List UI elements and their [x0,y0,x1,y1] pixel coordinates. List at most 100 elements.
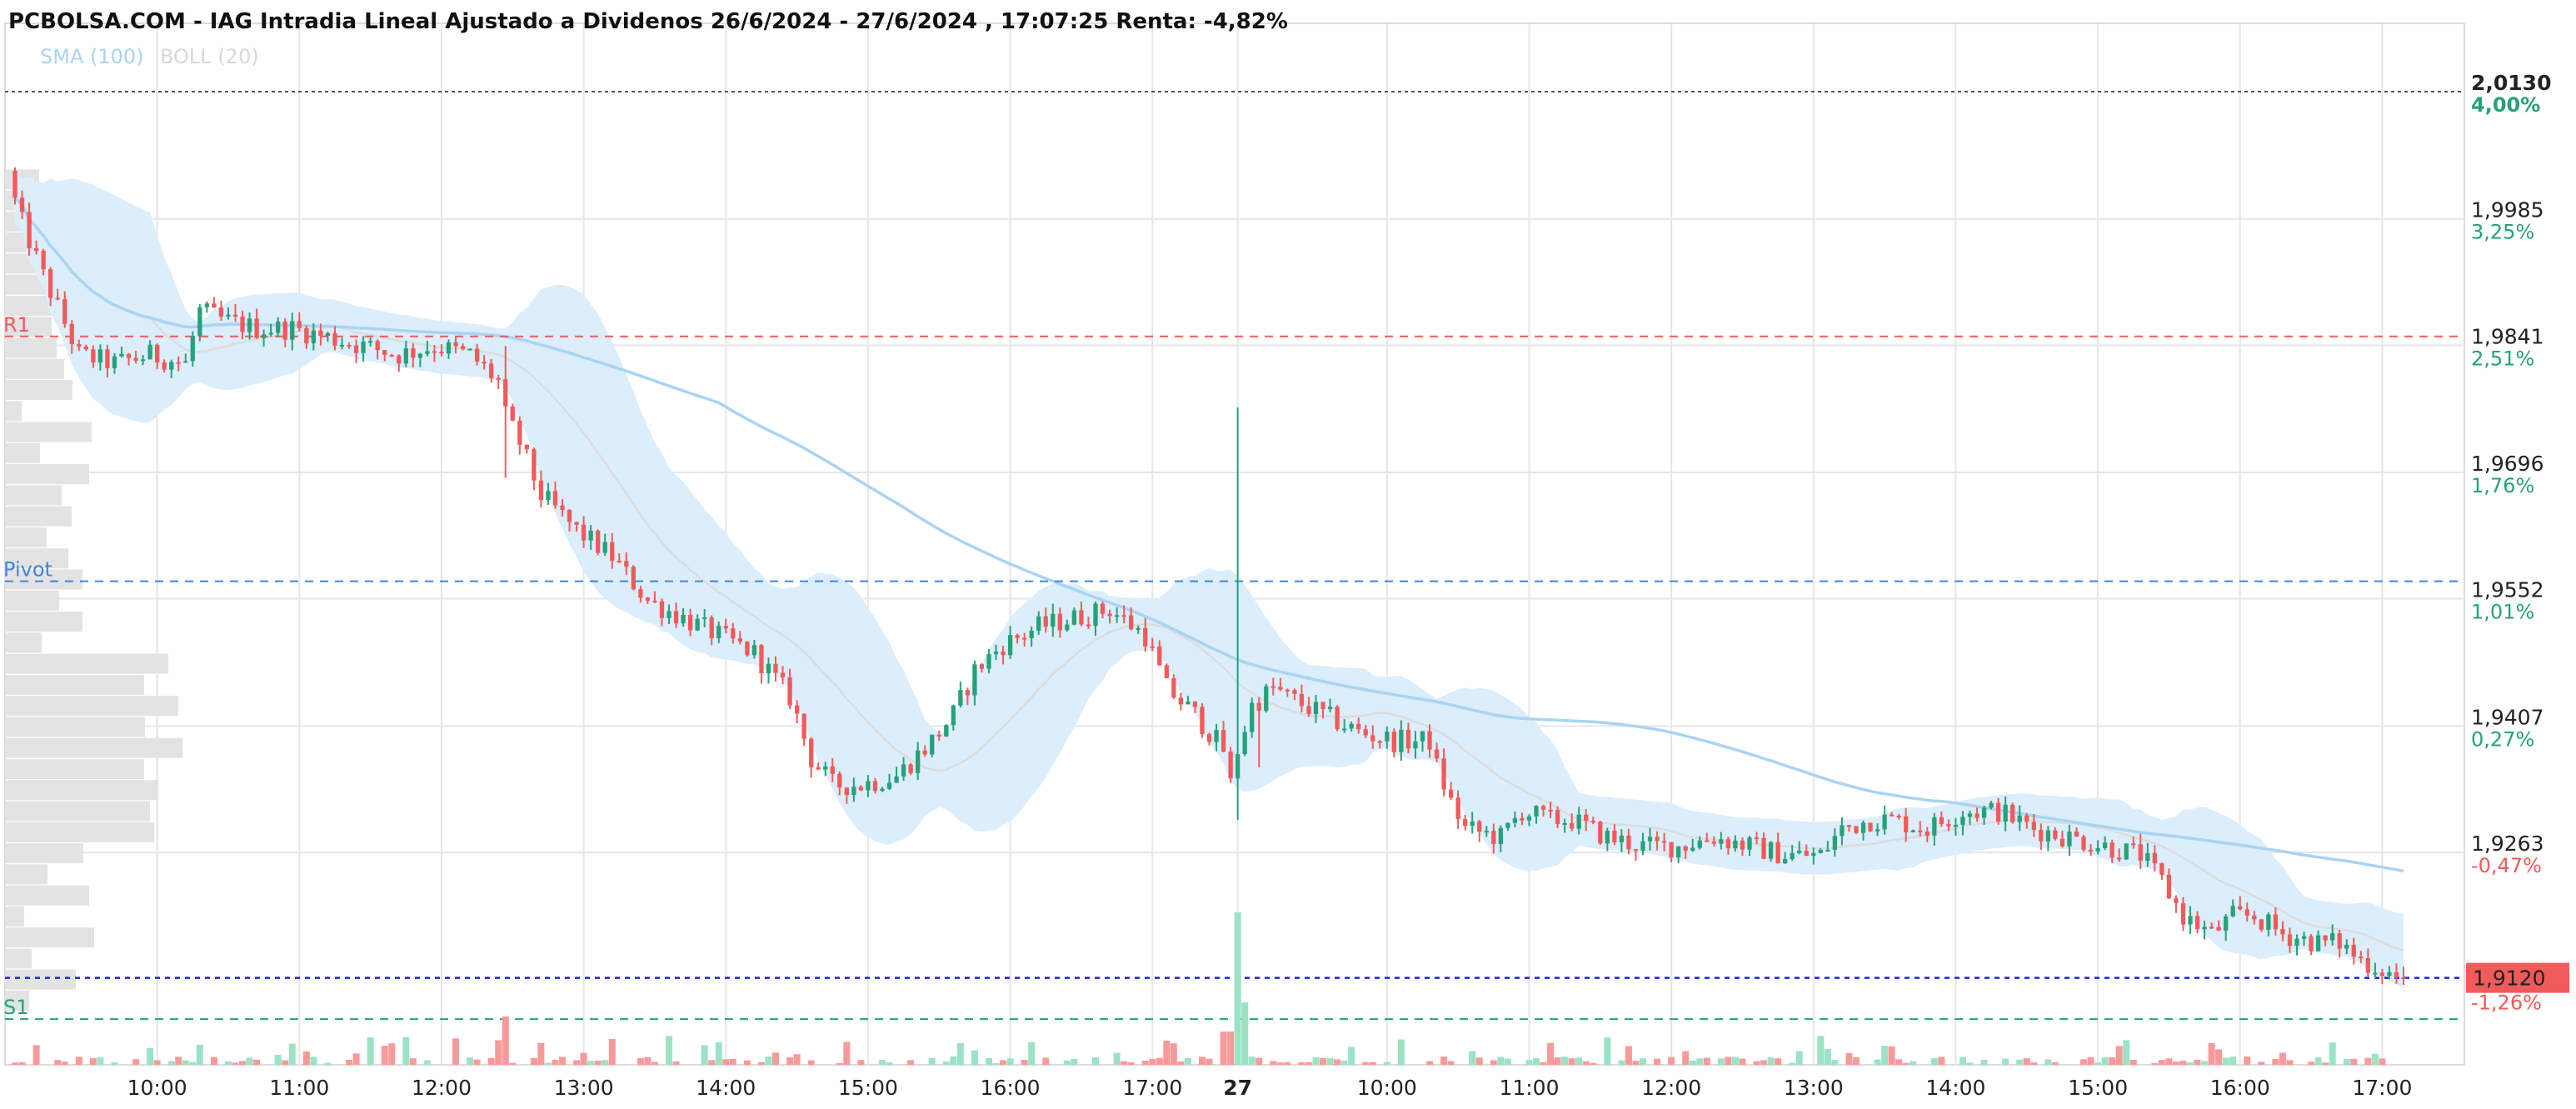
profile-bar [5,737,182,758]
volume-bar [2329,1042,2336,1065]
candle-body [1889,814,1895,817]
candle-body [467,348,472,351]
volume-bar [559,1057,567,1065]
profile-bar [5,380,72,401]
volume-bar [765,1057,772,1065]
candle-body [33,247,39,252]
candle [1192,701,1198,713]
volume-bar [2208,1042,2215,1065]
x-tick-label: 14:00 [696,1076,756,1100]
candle-body [560,505,565,510]
candle [2180,897,2186,932]
candle [446,339,452,359]
candle [155,343,160,370]
candle [1143,617,1148,652]
volume-bar [1305,1062,1312,1065]
candle-body [1057,613,1062,631]
candle [1505,822,1510,832]
candle [1327,698,1333,712]
candle [766,657,771,684]
candle [1719,832,1724,850]
candle-body [2365,958,2370,973]
candle [965,687,971,706]
candle [517,416,522,455]
candle-body [1946,823,1951,827]
candle-body [2309,936,2314,952]
candle-body [1661,841,1667,843]
candle-body [944,725,949,737]
x-tick-label: 16:00 [2210,1076,2270,1100]
candle-body [1051,613,1056,627]
volume-bar [836,1062,843,1065]
candle [2109,839,2114,863]
volume-bar [672,1061,680,1065]
y-tick-label: 2,0130 [2471,71,2551,95]
candle-body [2294,938,2299,947]
volume-bar [1447,1061,1455,1065]
candle [1349,721,1354,732]
volume-bar [1121,1061,1128,1065]
candle-body [709,617,714,638]
profile-bar [5,590,59,611]
volume-bar [32,1045,40,1065]
volume-bar [239,1061,247,1065]
candle-body [1399,729,1404,752]
volume-bar [54,1060,62,1065]
candle-body [1285,689,1290,692]
candle [1470,812,1475,834]
candle-body [844,787,849,796]
candle [780,666,786,685]
candle [1711,836,1716,847]
profile-bar [5,485,62,506]
y-tick-pct: 2,51% [2471,347,2534,370]
candle-body [339,344,345,347]
candle-body [993,652,999,655]
volume-bar [224,1061,232,1065]
volume-bar [2343,1059,2350,1065]
volume-bar [942,1062,950,1065]
candle-body [1192,701,1198,707]
x-axis: 10:00 11:00 12:00 13:00 14:00 15:00 16:00 17:00… [127,1076,2413,1100]
legend-sma[interactable]: SMA (100) [40,45,144,68]
profile-bar [5,317,52,337]
candle [1655,831,1660,851]
candle [922,745,927,757]
volume-bar [1320,1057,1327,1065]
candle-body [1868,822,1873,832]
candle [2224,914,2229,942]
candle [19,190,25,219]
legend-boll[interactable]: BOLL (20) [160,45,259,68]
candle-body [1669,842,1674,858]
candle [2309,934,2314,956]
x-tick-label: 27 [1223,1076,1252,1100]
candle-body [1633,849,1639,852]
candle [1832,828,1838,857]
candle-body [1598,822,1603,844]
volume-bar [1156,1057,1163,1065]
candle-body [532,449,537,481]
volume-bar [729,1058,736,1065]
y-tick-pct: 1,76% [2471,474,2534,497]
candle-body [1036,616,1041,632]
candle-body [638,589,643,598]
candle [262,329,267,347]
level-label-s1: S1 [3,996,29,1019]
x-tick-label: 10:00 [127,1076,187,1100]
candle-body [1526,816,1532,821]
candle-body [19,197,25,212]
candle [2323,935,2328,947]
candle-body [745,642,750,656]
volume-bar [1682,1051,1690,1065]
volume-bar [1789,1062,1796,1065]
candle-body [538,480,544,501]
candle [1768,841,1774,862]
candle-body [1655,837,1660,842]
candle-body [347,344,352,347]
candle-body [489,363,494,378]
volume-bar [2194,1059,2201,1065]
candle [1811,847,1816,865]
volume-bar [1604,1037,1611,1065]
candle-body [162,362,167,370]
candle-body [1790,852,1795,860]
candle-body [1520,817,1525,821]
